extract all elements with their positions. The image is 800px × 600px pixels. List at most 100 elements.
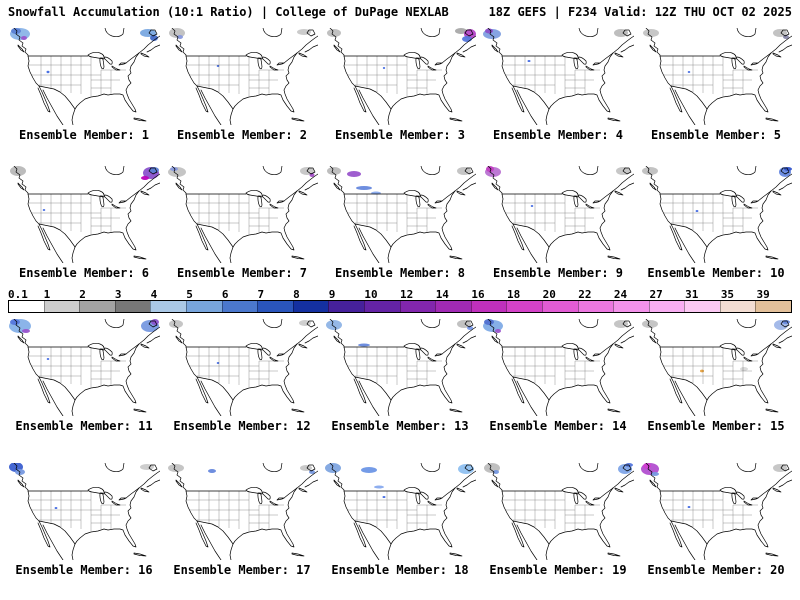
ensemble-member-caption: Ensemble Member: 13 [331,419,469,433]
ensemble-map-panel: Ensemble Member: 6 [8,166,160,281]
ensemble-map-panel: Ensemble Member: 1 [8,28,160,143]
ensemble-member-caption: Ensemble Member: 16 [15,563,153,577]
ensemble-member-caption: Ensemble Member: 19 [489,563,627,577]
snowfall-patch [141,176,149,180]
us-map [641,463,792,560]
snowfall-patch [216,362,220,364]
us-map [484,463,634,560]
colorbar-segment [9,301,44,312]
ensemble-map-panel: Ensemble Member: 19 [482,463,634,578]
colorbar-tick-label: 24 [613,288,628,301]
colorbar-tick-label: 16 [471,288,485,301]
colorbar-tick-label: 39 [756,288,770,301]
ensemble-member-caption: Ensemble Member: 20 [647,563,785,577]
ensemble-member-caption: Ensemble Member: 15 [647,419,785,433]
ensemble-member-caption: Ensemble Member: 1 [18,128,150,142]
ensemble-map-panel: Ensemble Member: 7 [166,166,318,281]
colorbar-tick-label: 22 [578,288,592,301]
snowfall-patch [361,467,377,473]
ensemble-map-panel: Ensemble Member: 8 [324,166,476,281]
colorbar-tick-label: 18 [506,288,521,301]
us-map [9,319,160,416]
ensemble-member-caption: Ensemble Member: 10 [647,266,785,280]
snowfall-patch [11,28,21,34]
snowfall-patch [358,343,370,347]
colorbar-tick-label: 3 [114,288,122,301]
colorbar-tick-label: 35 [720,288,735,301]
snowfall-patch [695,210,699,212]
us-map [642,319,792,416]
ensemble-member-caption: Ensemble Member: 17 [173,563,311,577]
snowfall-patch [151,319,159,325]
ensemble-map-panel: Ensemble Member: 12 [166,319,318,434]
colorbar-segment [114,301,151,312]
ensemble-member-caption: Ensemble Member: 6 [18,266,150,280]
snowfall-patch [150,35,158,41]
colorbar-segment [43,301,80,312]
us-map [168,166,318,263]
us-map [642,166,792,263]
ensemble-map-panel: Ensemble Member: 5 [640,28,792,143]
ensemble-map-panel: Ensemble Member: 9 [482,166,634,281]
snowfall-patch [168,464,184,472]
snowfall-patch [170,167,178,171]
ensemble-member-caption: Ensemble Member: 11 [15,419,153,433]
ensemble-map-panel: Ensemble Member: 16 [8,463,160,578]
snowfall-patch [740,367,748,371]
ensemble-map-panel: Ensemble Member: 10 [640,166,792,281]
us-map [10,166,160,263]
snowfall-patch [46,70,50,74]
snowfall-patch [530,205,534,207]
colorbar-tick-label: 7 [257,288,265,301]
snowfall-patch [455,28,467,34]
ensemble-member-caption: Ensemble Member: 8 [334,266,466,280]
colorbar-segment [328,301,364,312]
snowfall-patch [216,65,220,67]
snowfall-patch [642,167,658,175]
colorbar-tick-label: 9 [328,288,336,301]
ensemble-map-panel: Ensemble Member: 15 [640,319,792,434]
colorbar-tick-labels: 0.1 1 2 3 4 5 6 7 8 9 10 12 14 16 18 20 22 24 27 31 35 39 [8,288,792,301]
snowfall-patch [782,320,790,324]
colorbar-segment [221,301,258,312]
colorbar-tick-label: 5 [186,288,193,301]
colorbar-tick-label: 14 [435,288,449,301]
snowfall-patch [10,166,26,176]
us-map [485,166,634,263]
ensemble-member-caption: Ensemble Member: 4 [492,128,624,142]
snowfall-patch [347,171,361,177]
colorbar-tick-label: 4 [150,288,158,301]
snowfall-patch [356,186,372,190]
colorbar-segment [435,301,471,312]
model-run-valid-time: 18Z GEFS | F234 Valid: 12Z THU OCT 02 20… [488,5,792,19]
colorbar-tick-label: 1 [43,288,51,301]
snowfall-patch [643,463,651,469]
colorbar-segment [541,301,578,312]
ensemble-map-panel: Ensemble Member: 13 [324,319,476,434]
snowfall-patch [485,28,493,34]
ensemble-member-caption: Ensemble Member: 9 [492,266,624,280]
us-map [327,166,476,263]
colorbar-tick-label: 27 [649,288,663,301]
ensemble-row-2: Ensemble Member: 6 Ensemble Member: 7 Ense… [0,166,800,281]
colorbar-segment [613,301,649,312]
snowfall-patch [643,29,659,37]
snowfall-patch [382,67,386,69]
colorbar-segment [150,301,186,312]
snowfall-patch [327,29,341,37]
snowfall-patch [10,319,20,325]
colorbar-segment [257,301,293,312]
ensemble-member-caption: Ensemble Member: 2 [176,128,308,142]
snowfall-patch [54,507,58,509]
ensemble-member-caption: Ensemble Member: 3 [334,128,466,142]
ensemble-map-panel: Ensemble Member: 18 [324,463,476,578]
colorbar-segment [363,301,400,312]
snowfall-patch [700,369,704,373]
snowfall-patch [21,36,27,40]
ensemble-row-4: Ensemble Member: 16 Ensemble Member: 17 En… [0,463,800,578]
ensemble-row-1: Ensemble Member: 1 Ensemble Member: 2 Ense… [0,28,800,143]
us-map [168,463,318,560]
snowfall-patch [177,35,183,39]
header: Snowfall Accumulation (10:1 Ratio) | Col… [0,0,800,24]
colorbar-tick-label: 12 [400,288,414,301]
